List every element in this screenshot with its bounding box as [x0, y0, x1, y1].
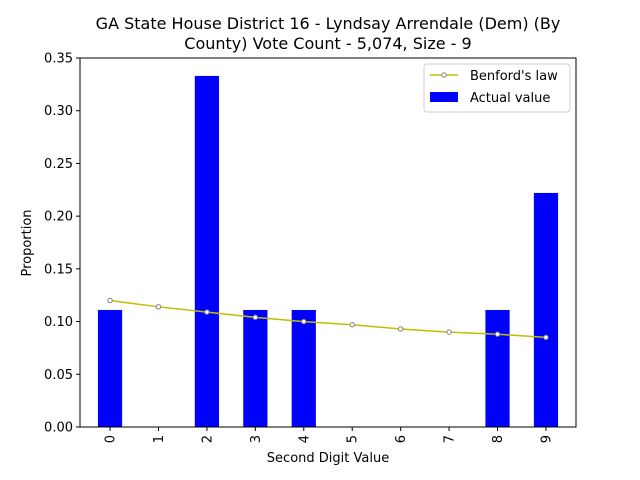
x-tick-label: 8: [491, 435, 506, 443]
chart-title-line-1: GA State House District 16 - Lyndsay Arr…: [96, 14, 561, 33]
x-tick-label: 4: [297, 435, 312, 443]
bar-3: [243, 309, 268, 427]
plot-area: [79, 57, 577, 428]
legend: Benford's law Actual value: [423, 63, 571, 113]
benford-point-6: [397, 326, 404, 332]
bar-9: [533, 192, 559, 427]
y-tick-label: 0.30: [44, 104, 73, 119]
x-tick-label: 0: [104, 435, 119, 443]
x-tick-label: 2: [200, 435, 215, 443]
bars-group: [97, 75, 559, 428]
benford-point-5: [349, 322, 355, 328]
benford-line-group: [107, 297, 549, 341]
x-tick-label: 5: [346, 435, 361, 443]
benford-point-1: [155, 304, 162, 310]
benford-point-8: [494, 331, 501, 337]
y-axis-label: Proportion: [20, 209, 35, 276]
y-tick-label: 0.15: [44, 262, 73, 277]
bar-0: [97, 309, 123, 427]
benford-point-4: [301, 318, 307, 325]
chart-title-line-2: County) Vote Count - 5,074, Size - 9: [184, 34, 471, 53]
benford-point-7: [446, 329, 452, 335]
legend-line-marker: [441, 72, 447, 78]
bar-8: [485, 309, 510, 427]
bar-2: [194, 75, 220, 428]
benford-point-3: [252, 314, 259, 321]
x-tick-label: 3: [249, 435, 264, 443]
bar-4: [291, 309, 316, 427]
x-axis: 0 1 2 3 4 5 6 7 8 9: [104, 427, 554, 443]
x-axis-label: Second Digit Value: [267, 451, 389, 466]
y-tick-label: 0.10: [44, 315, 73, 330]
legend-entry-benford: Benford's law: [470, 69, 558, 84]
benford-point-2: [204, 309, 210, 315]
x-tick-label: 9: [539, 435, 554, 443]
benford-line: [109, 299, 547, 339]
x-tick-label: 6: [394, 435, 409, 443]
plot-frame: [79, 57, 577, 428]
x-tick-label: 1: [152, 435, 167, 443]
legend-bar-swatch: [430, 92, 458, 102]
y-tick-label: 0.25: [44, 157, 73, 172]
y-tick-label: 0.00: [44, 421, 73, 436]
legend-entry-actual: Actual value: [470, 91, 550, 106]
x-tick-label: 7: [443, 435, 458, 443]
y-tick-label: 0.35: [44, 52, 73, 67]
y-tick-label: 0.05: [44, 368, 73, 383]
benford-point-9: [543, 334, 549, 341]
benford-point-0: [107, 297, 113, 304]
legend-box: [423, 63, 571, 113]
y-axis: 0.00 0.05 0.10 0.15 0.20 0.25 0.30 0.35: [44, 52, 80, 436]
y-tick-label: 0.20: [44, 210, 73, 225]
